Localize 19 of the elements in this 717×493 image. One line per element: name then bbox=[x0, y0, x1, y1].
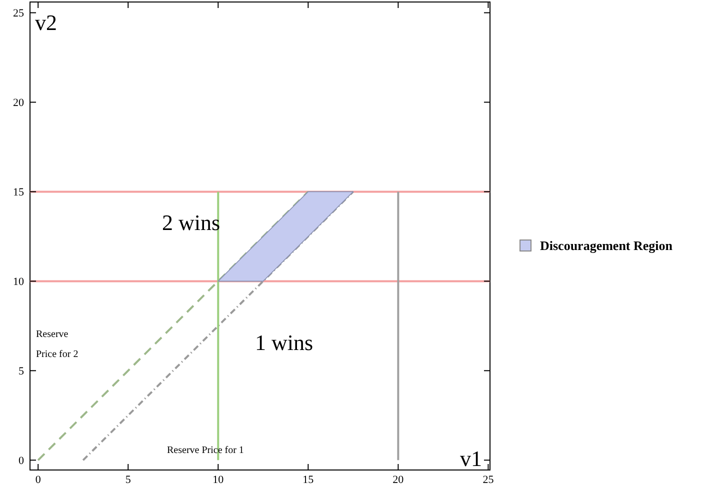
y-tick-label: 0 bbox=[18, 455, 24, 468]
x-tick-label: 25 bbox=[482, 474, 494, 486]
y-tick-label: 5 bbox=[18, 366, 24, 378]
x-axis-title: v1 bbox=[460, 446, 482, 471]
y-axis-title: v2 bbox=[35, 10, 57, 35]
x-tick-label: 0 bbox=[35, 474, 42, 486]
y-tick-label: 20 bbox=[13, 97, 24, 110]
y-tick-label: 15 bbox=[13, 186, 24, 199]
annotation: 1 wins bbox=[255, 330, 314, 355]
x-tick-label: 5 bbox=[125, 474, 132, 486]
annotation: 2 wins bbox=[162, 210, 220, 235]
x-tick-label: 20 bbox=[392, 474, 404, 486]
x-tick-label: 10 bbox=[212, 474, 224, 486]
legend-label: Discouragement Region bbox=[540, 238, 674, 253]
annotation: Reserve Price for 1 bbox=[167, 445, 244, 456]
y-tick-label: 10 bbox=[13, 276, 24, 288]
y-tick-label: 25 bbox=[13, 8, 24, 20]
annotation: Reserve Price for 2 bbox=[36, 329, 78, 360]
x-tick-label: 15 bbox=[302, 474, 314, 486]
